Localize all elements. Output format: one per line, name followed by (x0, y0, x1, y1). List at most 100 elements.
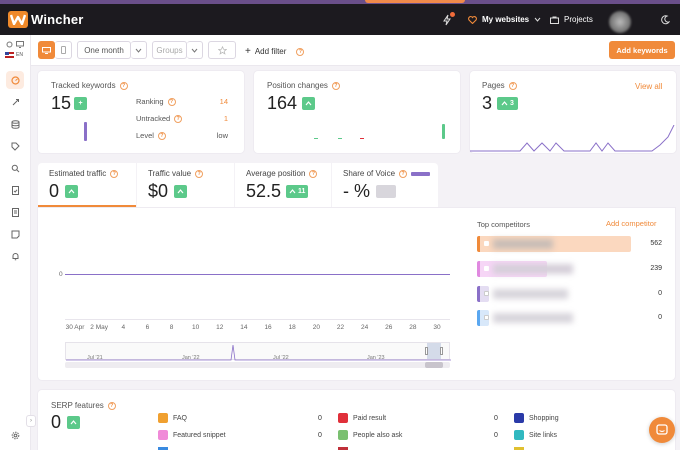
competitor-row[interactable] (477, 310, 680, 326)
sidebar-tags[interactable] (6, 137, 24, 155)
tab-label: Estimated traffic (49, 169, 107, 178)
announcements-icon[interactable] (441, 12, 455, 26)
checkbox-icon[interactable] (484, 315, 489, 320)
competitor-name-blurred (493, 264, 573, 274)
star-icon (217, 45, 227, 55)
bell-icon (12, 252, 18, 260)
left-sidebar: EN (0, 35, 31, 450)
add-filter-button[interactable]: + Add filter ? (245, 46, 305, 57)
language-label: EN (16, 52, 23, 58)
sidebar-research[interactable] (6, 159, 24, 177)
sidebar-notes[interactable] (6, 225, 24, 243)
serp-feature-featured-snippet[interactable]: Featured snippet (158, 430, 226, 440)
serp-features-badge (67, 416, 80, 429)
desktop-view-toggle[interactable] (38, 41, 55, 59)
competitor-row[interactable] (477, 261, 680, 277)
traffic-line (65, 274, 450, 275)
checkbox-icon[interactable] (484, 291, 489, 296)
serp-feature-value: 0 (494, 415, 498, 422)
groups-dropdown-button[interactable] (187, 41, 203, 59)
serp-features-card (38, 390, 675, 450)
language-selector[interactable]: EN (5, 52, 23, 58)
arrow-up-icon (70, 420, 77, 425)
stat-untracked-value: 1 (223, 114, 228, 123)
help-icon[interactable]: ? (399, 169, 408, 178)
help-icon[interactable]: ? (309, 169, 318, 178)
competitor-row[interactable] (477, 236, 680, 252)
device-switch[interactable] (6, 41, 24, 48)
expand-sidebar-button[interactable]: › (26, 415, 36, 427)
tracked-keywords-badge: + (74, 97, 87, 110)
navigator-tick: Jan '22 (182, 355, 200, 361)
navigator-selection[interactable] (427, 343, 441, 359)
tab-estimated-traffic[interactable]: Estimated traffic? 0 (38, 163, 136, 207)
help-icon[interactable]: ? (174, 114, 183, 123)
checkbox-icon[interactable] (484, 266, 489, 271)
groups-select[interactable]: Groups (152, 41, 187, 59)
add-keywords-button[interactable]: Add keywords (609, 41, 675, 59)
desktop-icon[interactable] (16, 41, 24, 48)
note-icon (11, 230, 19, 238)
arrow-up-icon (501, 101, 508, 106)
briefcase-icon (550, 16, 559, 24)
tab-traffic-value[interactable]: Traffic value? $0 (137, 163, 234, 207)
serp-feature-icon-partial (514, 447, 524, 450)
pages-count: 3 (482, 93, 493, 113)
chat-button[interactable] (649, 417, 675, 443)
help-icon[interactable]: ? (508, 81, 517, 90)
help-icon[interactable]: ? (195, 169, 204, 178)
competitor-row[interactable] (477, 286, 680, 302)
navigator-handle-left[interactable] (425, 347, 428, 355)
serp-feature-faq[interactable]: FAQ (158, 413, 187, 423)
help-icon[interactable]: ? (157, 131, 166, 140)
checkbox-icon[interactable] (484, 241, 489, 246)
my-websites-menu[interactable]: My websites (468, 15, 541, 24)
add-filter-label: Add filter (254, 47, 287, 56)
serp-feature-label: Shopping (529, 414, 559, 422)
sidebar-page-audit[interactable] (6, 181, 24, 199)
sidebar-keywords[interactable] (6, 93, 24, 111)
x-axis-tick: 16 (264, 324, 272, 331)
pages-title-row: Pages? (482, 81, 517, 90)
rocket-icon (12, 98, 19, 105)
serp-feature-site-links[interactable]: Site links (514, 430, 557, 440)
range-navigator[interactable] (65, 342, 451, 361)
favorites-filter-button[interactable] (208, 41, 236, 59)
mobile-view-toggle[interactable] (55, 41, 72, 59)
settings-small-icon[interactable] (6, 41, 13, 48)
help-icon[interactable]: ? (296, 47, 305, 56)
tab-label-row: Average position? (246, 169, 318, 178)
help-icon[interactable]: ? (167, 97, 176, 106)
period-select[interactable]: One month (77, 41, 131, 59)
tab-label: Traffic value (148, 169, 192, 178)
serp-feature-paid-result[interactable]: Paid result (338, 413, 386, 423)
tab-share-of-voice[interactable]: Share of Voice? - % (332, 163, 438, 207)
sidebar-reports[interactable] (6, 203, 24, 221)
chart-mark (442, 124, 445, 139)
help-icon[interactable]: ? (110, 169, 119, 178)
serp-feature-icon-partial (338, 447, 348, 450)
projects-menu[interactable]: Projects (550, 15, 593, 24)
toolbar: One month Groups + Add filter ? Add keyw… (31, 35, 680, 66)
sidebar-settings[interactable] (6, 426, 24, 444)
add-competitor-link[interactable]: Add competitor (606, 219, 657, 228)
dark-mode-icon[interactable] (660, 15, 671, 25)
period-dropdown-button[interactable] (131, 41, 147, 59)
scrollbar-thumb[interactable] (425, 362, 443, 368)
help-icon[interactable]: ? (331, 81, 340, 90)
x-axis-tick: 12 (216, 324, 224, 331)
sidebar-data[interactable] (6, 115, 24, 133)
help-icon[interactable]: ? (119, 81, 128, 90)
user-avatar[interactable] (609, 11, 631, 33)
logo[interactable]: Wincher (8, 11, 84, 28)
serp-feature-people-also-ask[interactable]: People also ask (338, 430, 402, 440)
tab-average-position[interactable]: Average position? 52.5 11 (235, 163, 331, 207)
sidebar-dashboard[interactable] (6, 71, 24, 89)
view-all-link[interactable]: View all (635, 82, 663, 91)
navigator-scrollbar[interactable] (65, 362, 450, 368)
sidebar-alerts[interactable] (6, 247, 24, 265)
navigator-tick: Jan '23 (367, 355, 385, 361)
help-icon[interactable]: ? (107, 401, 116, 410)
navigator-handle-right[interactable] (440, 347, 443, 355)
serp-feature-shopping[interactable]: Shopping (514, 413, 559, 423)
